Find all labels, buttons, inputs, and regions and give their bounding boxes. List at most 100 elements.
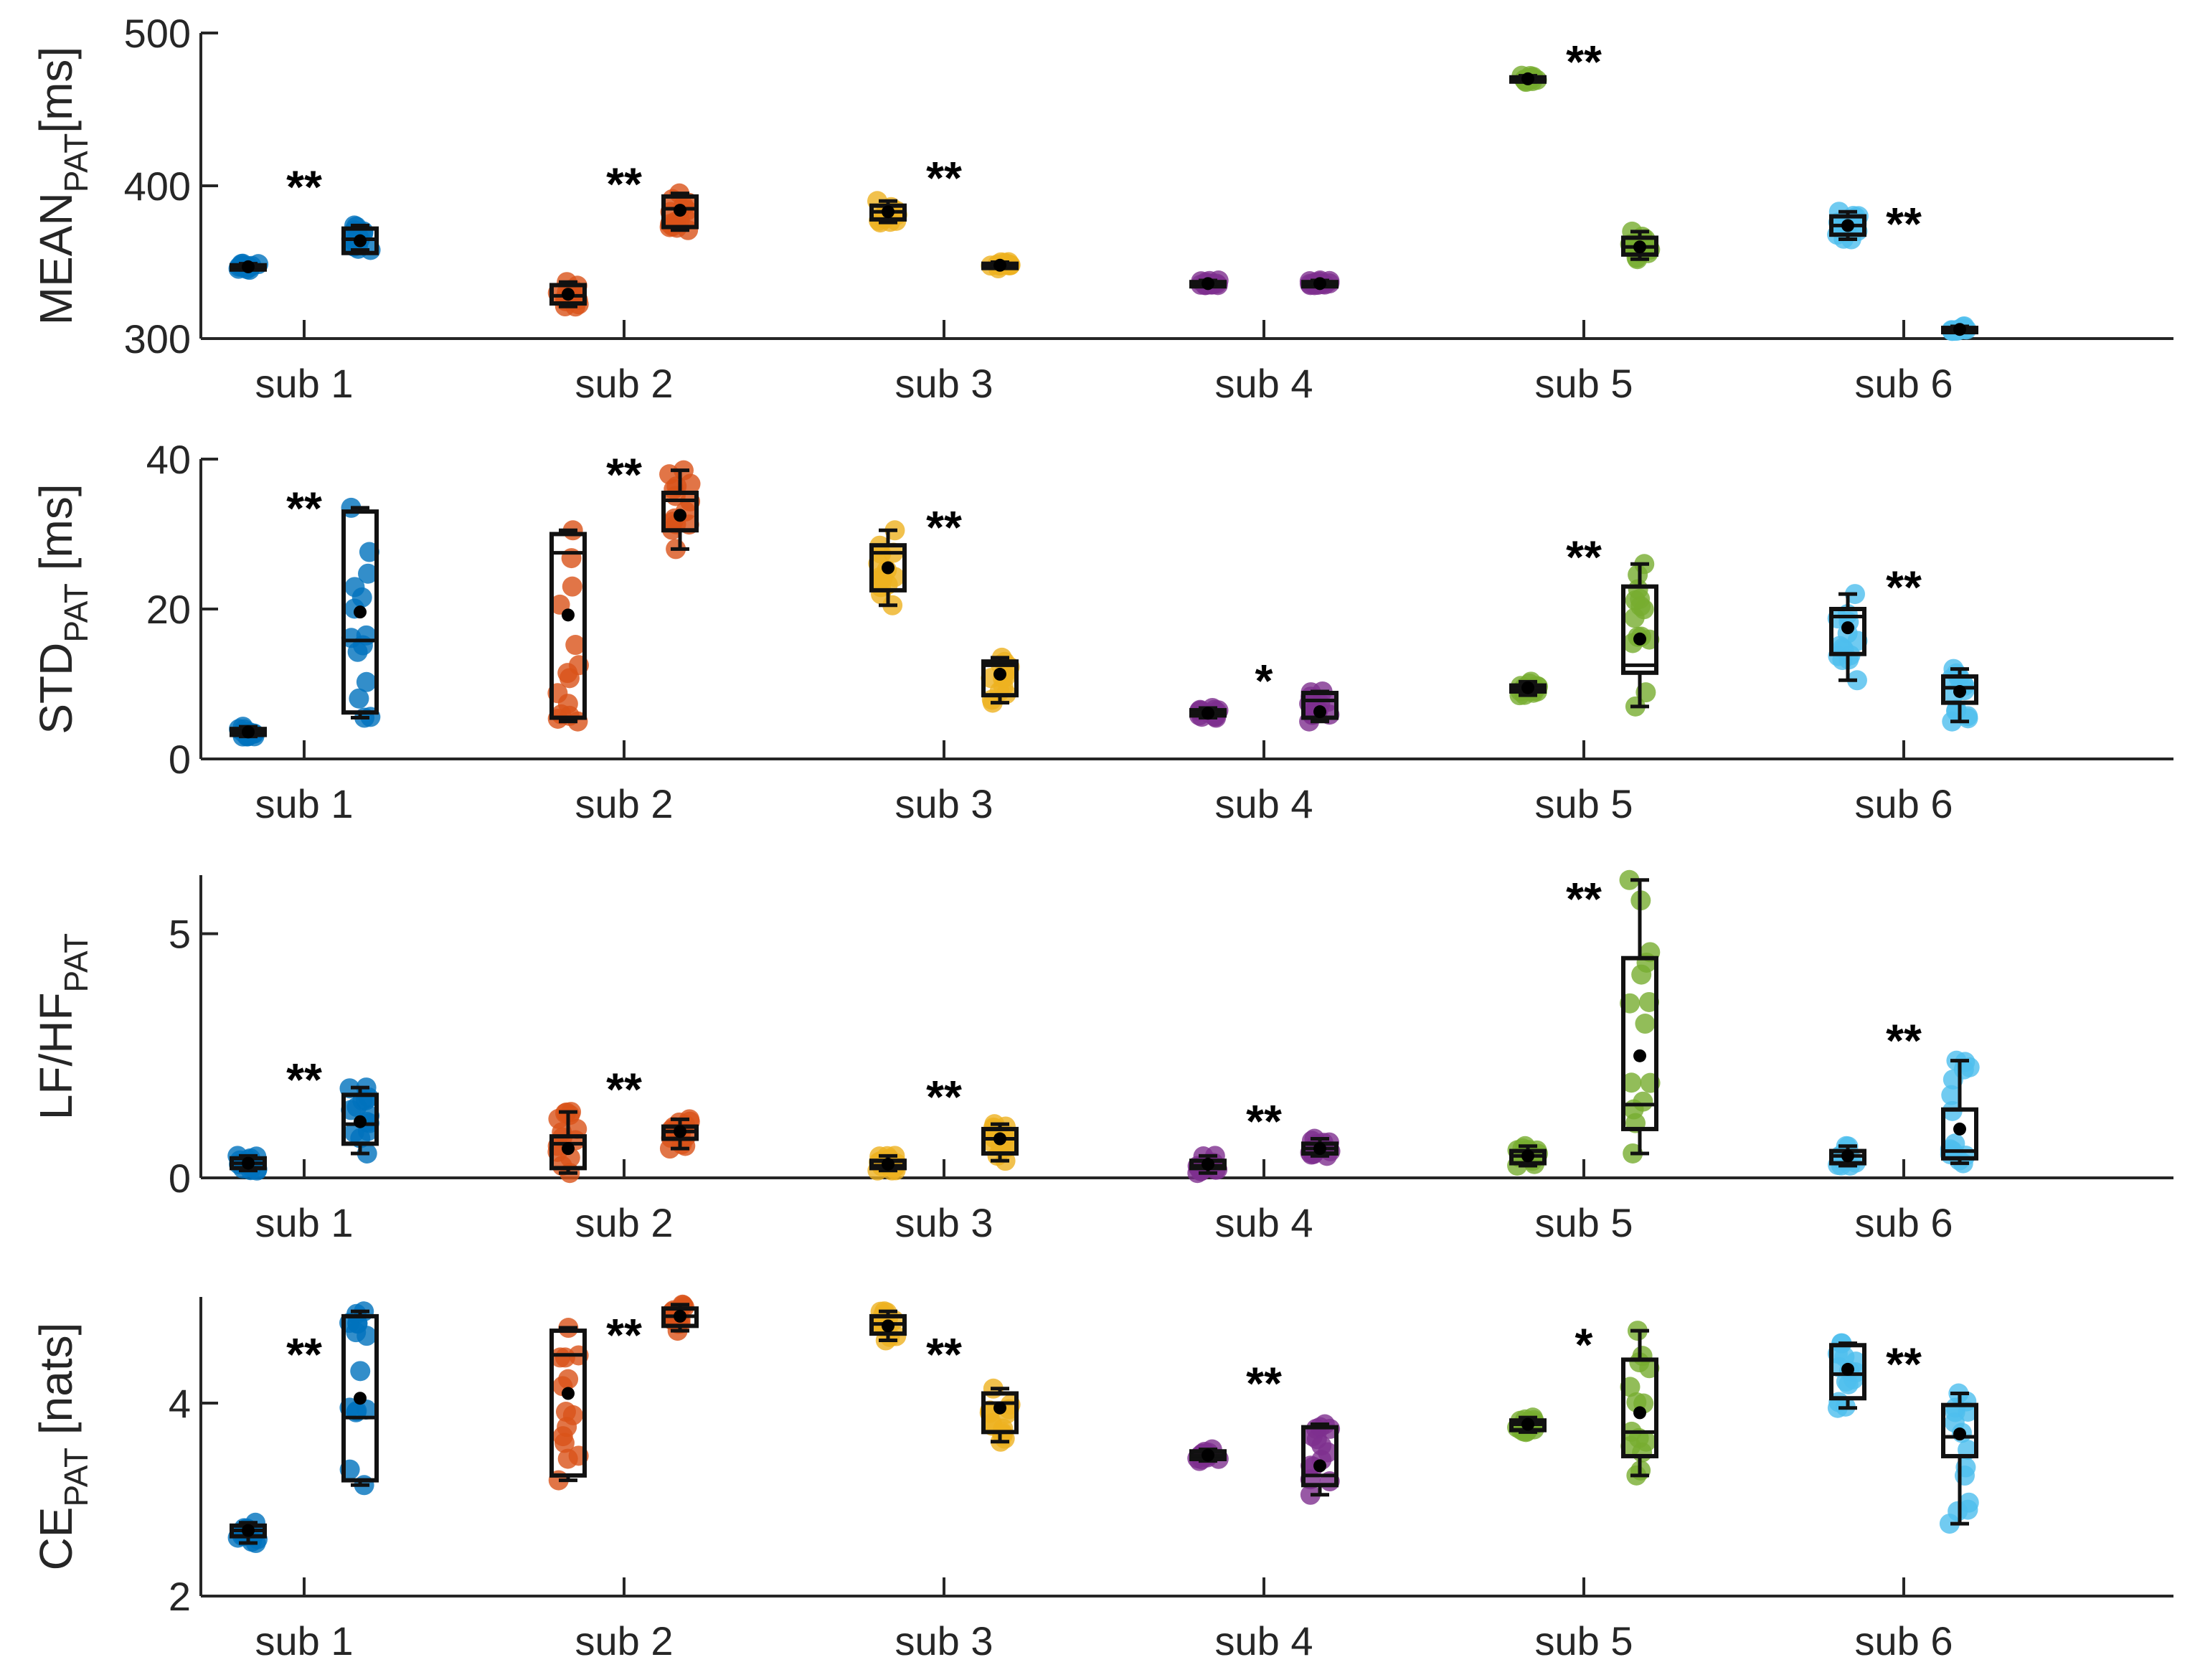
box-iqr [549,532,587,720]
data-point [562,576,582,597]
x-tick-label: sub 4 [1215,1618,1313,1664]
y-tick-label: 5 [169,912,191,957]
mean-marker [354,1115,367,1128]
panel-mean-pat: 300 400 500 sub 1 sub 2 sub 3 sub 4 sub 5 sub 6 M… [30,11,2173,406]
data-point [1619,869,1640,890]
mean-marker [882,1319,894,1333]
significance-marker: ** [1886,561,1922,613]
y-tick-label: 0 [169,1156,191,1201]
data-point [349,688,369,709]
box-sub4-cond2 [1300,1414,1341,1505]
x-tick-label: sub 5 [1535,1200,1633,1245]
box-sub6-cond1 [1828,1136,1866,1176]
mean-marker [882,561,894,575]
y-tick-label: 400 [124,164,191,209]
box-sub1-cond1 [227,1146,268,1181]
mean-marker [1202,1157,1214,1171]
mean-marker [242,1524,255,1537]
data-point [680,473,701,494]
mean-marker [1953,323,1966,336]
data-point [869,570,890,590]
significance-marker: ** [1886,1015,1922,1067]
data-point [1624,608,1645,628]
mean-marker [1202,277,1214,291]
mean-marker [242,725,255,739]
box-sub3-cond1 [867,191,907,233]
data-point [1301,1455,1321,1476]
box-sub2-cond1 [547,272,589,317]
data-point [565,635,586,656]
box-iqr [341,509,379,715]
data-point [350,1361,371,1382]
y-axis-label-unit: [ms] [30,47,82,133]
box-sub3-cond1 [867,1146,907,1181]
box-sub1-cond2 [341,215,381,260]
mean-marker [1202,707,1214,720]
mean-marker [1841,621,1854,635]
box-sub5-cond2 [1619,869,1661,1164]
data-point [554,1347,575,1368]
box-sub3-cond1 [869,1301,907,1351]
y-tick-label: 40 [146,437,191,482]
box-iqr [1941,674,1978,705]
box-iqr [341,1313,379,1483]
significance-marker: * [1575,1319,1593,1371]
mean-marker [1953,1122,1966,1136]
box-iqr [981,659,1019,698]
mean-marker [1953,684,1966,698]
mean-marker [562,288,575,301]
significance-marker: ** [286,1054,322,1105]
box-sub5-cond1 [1507,1136,1549,1176]
box-sub4-cond2 [1300,1128,1341,1166]
box-sub3-cond2 [981,252,1021,279]
y-tick-label: 0 [169,737,191,782]
x-tick-label: sub 6 [1855,361,1953,406]
box-sub4-cond2 [1299,270,1340,296]
data-point [1633,1091,1653,1112]
box-sub3-cond1 [868,520,907,615]
box-sub2-cond1 [547,520,589,732]
significance-marker: ** [1886,198,1922,250]
box-iqr [1621,584,1658,675]
mean-marker [1313,1142,1326,1156]
y-axis-label-sub: PAT [57,583,95,643]
box-sub5-cond2 [1621,554,1660,717]
mean-marker [1633,1406,1646,1420]
significance-marker: ** [926,152,962,204]
box-iqr [869,543,907,593]
box-sub1-cond2 [339,1301,379,1496]
box-sub2-cond1 [547,1102,587,1184]
data-point [1620,1435,1641,1456]
y-axis-label-main: MEAN [30,192,82,325]
data-point [1941,1085,1962,1105]
mean-marker [1953,1427,1966,1441]
box-iqr [661,194,699,230]
mean-marker [354,1392,367,1405]
data-point [1948,1501,1968,1521]
y-tick-label: 500 [124,11,191,56]
mean-marker [562,608,575,622]
mean-marker [1313,705,1326,719]
x-tick-label: sub 5 [1535,781,1633,826]
mean-marker [1633,1049,1646,1062]
box-sub5-cond2 [1620,221,1661,270]
x-tick-label: sub 3 [895,361,993,406]
data-point [344,577,365,598]
y-tick-label: 4 [169,1381,191,1426]
x-tick-label: sub 3 [895,1200,993,1245]
box-iqr [1829,607,1866,656]
mean-marker [1521,681,1534,694]
box-iqr [1301,1425,1339,1488]
box-sub1-cond2 [341,497,381,728]
data-point [554,1433,575,1453]
mean-marker [1202,1448,1214,1462]
y-axis-label-main: STD [30,643,82,735]
mean-marker [674,1309,686,1323]
box-sub4-cond1 [1189,697,1229,728]
mean-marker [1521,1149,1534,1163]
box-iqr [981,1391,1019,1435]
mean-marker [562,1387,575,1400]
significance-marker: ** [1246,1095,1282,1147]
data-point [356,671,377,692]
box-sub6-cond2 [1940,1050,1980,1174]
